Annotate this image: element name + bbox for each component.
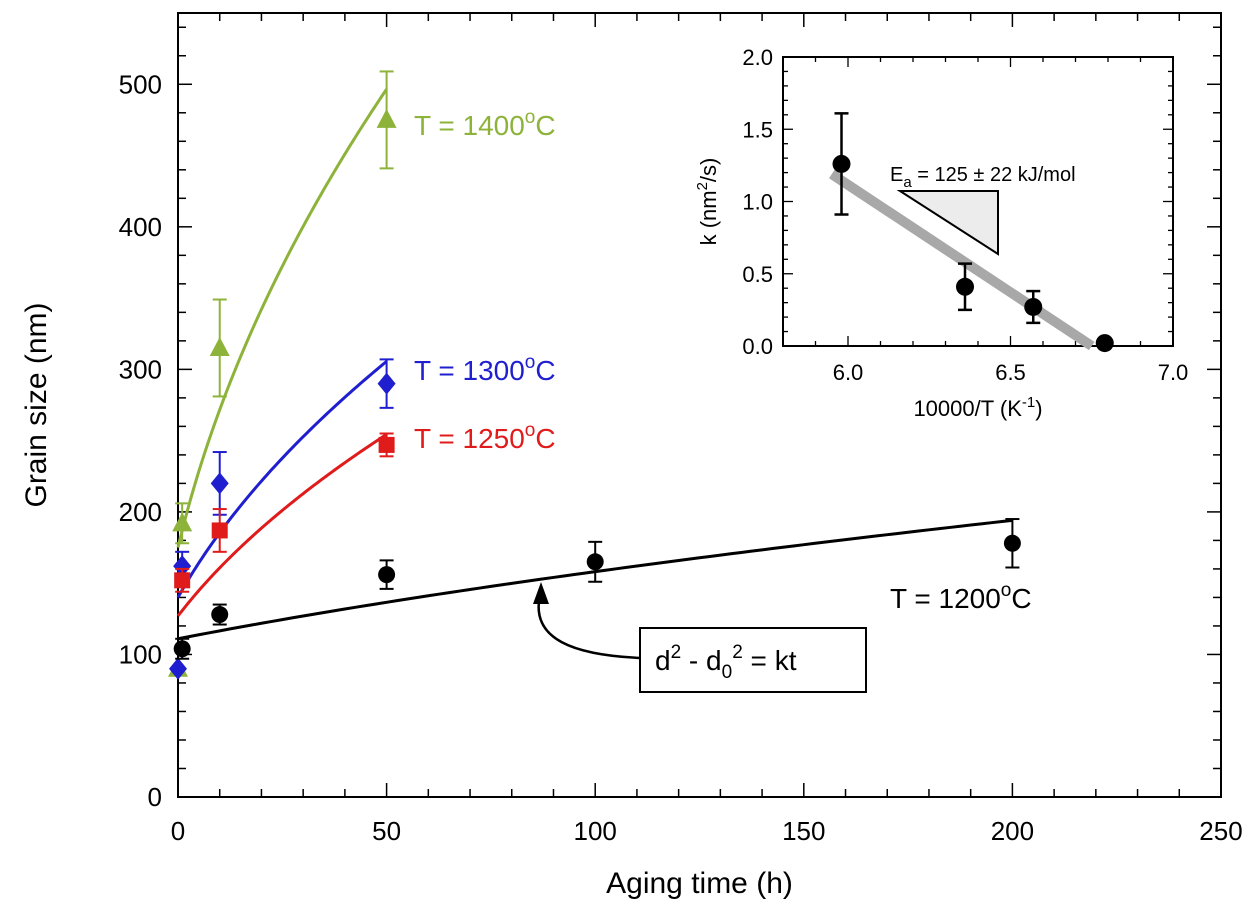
- data-point: [211, 606, 229, 624]
- x-axis-title: Aging time (h): [606, 867, 793, 900]
- series-label-sup: o: [525, 107, 536, 128]
- inset-y-axis-title: k (nm2/s): [694, 158, 721, 246]
- data-point: [210, 472, 229, 495]
- x-tick-label: 0: [171, 816, 185, 846]
- data-point: [586, 553, 604, 571]
- inset-x-title-text: 10000/T (K: [913, 396, 1022, 421]
- eq-sup: 2: [671, 642, 682, 663]
- inset-x-title-sup: -1: [1022, 394, 1035, 411]
- series-label-sup: o: [1001, 580, 1012, 601]
- activation-energy-label: Ea = 125 ± 22 kJ/mol: [890, 164, 1076, 191]
- eq-part: - d: [681, 645, 721, 676]
- inset-x-tick-label: 6.5: [995, 360, 1026, 385]
- data-point: [211, 522, 228, 539]
- data-point: [173, 640, 191, 658]
- fit-curve: [176, 360, 388, 599]
- inset-x-axis-title: 10000/T (K-1): [913, 394, 1042, 421]
- inset-y-tick-label: 2.0: [742, 45, 773, 70]
- inset-fit-line: [828, 169, 1095, 351]
- inset-x-tick-label: 7.0: [1158, 360, 1189, 385]
- main-plot: 0 50 100 150 200 250 0 100 200 300 400 500 Aging tim…: [20, 12, 1243, 900]
- equation-box: [639, 627, 867, 693]
- inset-data-point: [1095, 334, 1114, 353]
- fit-curve: [176, 88, 388, 548]
- inset-y-title-end: /s): [696, 158, 721, 182]
- series-label-sup: o: [525, 352, 536, 373]
- series-label-text: T = 1200: [890, 583, 1001, 614]
- series-label-text: T = 1400: [414, 110, 525, 141]
- x-tick-label: 200: [991, 816, 1034, 846]
- inset-x-title-end: ): [1035, 396, 1042, 421]
- data-point: [378, 566, 396, 584]
- eq-sup: 2: [732, 642, 743, 663]
- equation-text: d2 - d02 = kt: [655, 642, 797, 683]
- eq-part: d: [655, 645, 671, 676]
- eq-part: = kt: [743, 645, 797, 676]
- series-label: T = 1200oC: [890, 580, 1032, 614]
- data-point: [1003, 534, 1021, 552]
- series-label: T = 1250oC: [414, 420, 556, 454]
- ea-sub: a: [903, 174, 912, 191]
- data-point: [174, 572, 191, 589]
- y-tick-label: 500: [119, 69, 162, 99]
- inset-y-tick-label: 1.5: [742, 117, 773, 142]
- fit-curve: [176, 433, 388, 617]
- y-tick-label: 200: [119, 497, 162, 527]
- data-point: [376, 108, 397, 128]
- annotation-arrow: [537, 594, 641, 660]
- series-label-unit: C: [1011, 583, 1031, 614]
- y-tick-label: 400: [119, 212, 162, 242]
- y-tick-label: 0: [148, 782, 162, 812]
- y-axis-title: Grain size (nm): [20, 302, 53, 507]
- data-point: [172, 512, 193, 532]
- series-label-text: T = 1250: [414, 423, 525, 454]
- inset-data-point: [1024, 297, 1043, 316]
- activation-triangle: [896, 190, 999, 256]
- annotation-arrowhead: [533, 582, 549, 604]
- x-tick-label: 100: [574, 816, 617, 846]
- data-point: [209, 336, 230, 356]
- data-point: [378, 436, 395, 453]
- data-point: [169, 657, 187, 680]
- series-label-unit: C: [535, 110, 555, 141]
- x-tick-label: 250: [1199, 816, 1242, 846]
- inset-y-tick-label: 1.0: [742, 190, 773, 215]
- ea-text: = 125 ± 22 kJ/mol: [912, 164, 1076, 186]
- series-label-text: T = 1300: [414, 355, 525, 386]
- y-tick-label: 300: [119, 354, 162, 384]
- eq-sub: 0: [722, 662, 733, 683]
- data-point: [377, 372, 396, 395]
- x-tick-label: 50: [372, 816, 401, 846]
- ea-text: E: [890, 164, 903, 186]
- inset-plot: 6.0 6.5 7.0 0.0 0.5 1.0 1.5 2.0 10000/T (K-1) k (…: [694, 45, 1188, 421]
- inset-data-point: [956, 277, 974, 296]
- data-point: [173, 555, 192, 578]
- inset-y-tick-label: 0.5: [742, 262, 773, 287]
- inset-y-tick-label: 0.0: [742, 334, 773, 359]
- inset-x-tick-label: 6.0: [833, 360, 864, 385]
- main-plot-frame: [177, 12, 1222, 798]
- series-label-unit: C: [535, 423, 555, 454]
- inset-y-title-text: k (nm: [696, 190, 721, 245]
- series-label: T = 1400oC: [414, 107, 556, 141]
- series-label-sup: o: [525, 420, 536, 441]
- x-tick-label: 150: [782, 816, 825, 846]
- inset-data-point: [832, 154, 851, 173]
- y-tick-label: 100: [119, 639, 162, 669]
- series-label-unit: C: [535, 355, 555, 386]
- inset-y-title-sup: 2: [694, 182, 711, 190]
- series-label: T = 1300oC: [414, 352, 556, 386]
